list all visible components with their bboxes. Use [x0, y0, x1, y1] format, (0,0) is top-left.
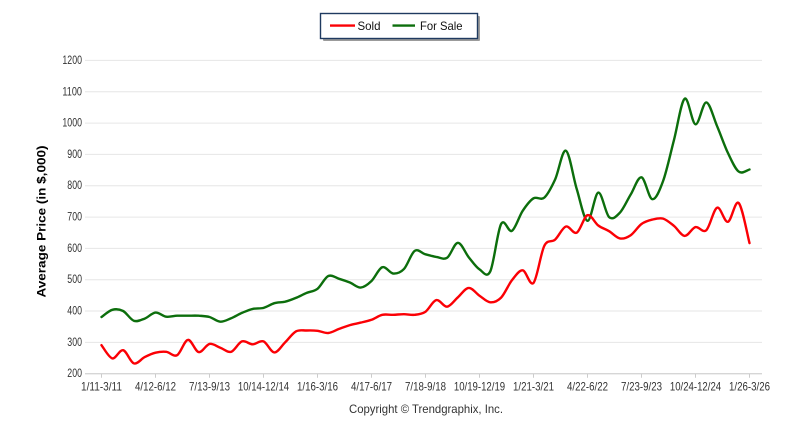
svg-text:7/13-9/13: 7/13-9/13 [189, 380, 230, 394]
svg-text:800: 800 [67, 178, 82, 192]
svg-text:600: 600 [67, 241, 82, 255]
svg-text:1200: 1200 [62, 53, 82, 67]
svg-text:10/14-12/14: 10/14-12/14 [238, 380, 290, 394]
svg-text:1/26-3/26: 1/26-3/26 [729, 380, 770, 394]
svg-text:400: 400 [67, 304, 82, 318]
svg-text:4/22-6/22: 4/22-6/22 [567, 380, 608, 394]
svg-text:Average Price (in $,000): Average Price (in $,000) [35, 146, 49, 298]
svg-text:1000: 1000 [62, 116, 82, 130]
svg-text:7/18-9/18: 7/18-9/18 [405, 380, 446, 394]
svg-text:1/11-3/11: 1/11-3/11 [81, 380, 122, 394]
svg-text:4/12-6/12: 4/12-6/12 [135, 380, 176, 394]
svg-text:900: 900 [67, 147, 82, 161]
svg-text:700: 700 [67, 210, 82, 224]
svg-text:500: 500 [67, 272, 82, 286]
svg-text:300: 300 [67, 335, 82, 349]
svg-text:1/21-3/21: 1/21-3/21 [513, 380, 554, 394]
svg-text:Copyright © Trendgraphix, Inc.: Copyright © Trendgraphix, Inc. [349, 402, 503, 416]
svg-text:Sold: Sold [358, 19, 381, 33]
svg-text:For Sale: For Sale [420, 19, 463, 33]
svg-text:10/24-12/24: 10/24-12/24 [670, 380, 722, 394]
svg-text:1100: 1100 [62, 84, 82, 98]
svg-text:200: 200 [67, 366, 82, 380]
svg-text:7/23-9/23: 7/23-9/23 [621, 380, 662, 394]
svg-text:4/17-6/17: 4/17-6/17 [351, 380, 392, 394]
svg-text:10/19-12/19: 10/19-12/19 [454, 380, 506, 394]
svg-text:1/16-3/16: 1/16-3/16 [297, 380, 338, 394]
